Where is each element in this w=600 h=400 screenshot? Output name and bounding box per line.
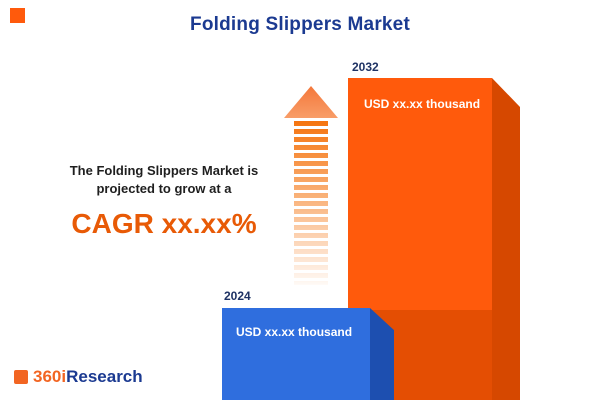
growth-arrow-shaft-icon — [294, 121, 328, 285]
bar-2024 — [222, 308, 370, 400]
page-title: Folding Slippers Market — [190, 14, 410, 35]
brand-logo-text: 360iResearch — [33, 368, 143, 385]
description-line-1: The Folding Slippers Market is — [69, 163, 259, 178]
cagr-value: CAGR xx.xx% — [71, 208, 257, 239]
brand-logo-text-navy: Research — [66, 367, 143, 386]
brand-logo-icon — [14, 369, 28, 384]
brand-logo: 360iResearch — [14, 368, 143, 385]
brand-logo-text-orange: 360i — [33, 367, 67, 386]
bar-2032-side-face — [492, 78, 520, 400]
bar-2032-year-label: 2032 — [352, 60, 379, 74]
description-block: The Folding Slippers Market is projected… — [38, 162, 290, 240]
corner-accent-square — [10, 8, 25, 23]
bar-2032-value-label: USD xx.xx thousand — [364, 97, 481, 111]
growth-arrow-head-icon — [284, 86, 338, 118]
description-line-2: projected to grow at a — [96, 181, 232, 196]
bar-2024-value-label: USD xx.xx thousand — [236, 325, 353, 339]
bar-2024-year-label: 2024 — [224, 289, 251, 303]
